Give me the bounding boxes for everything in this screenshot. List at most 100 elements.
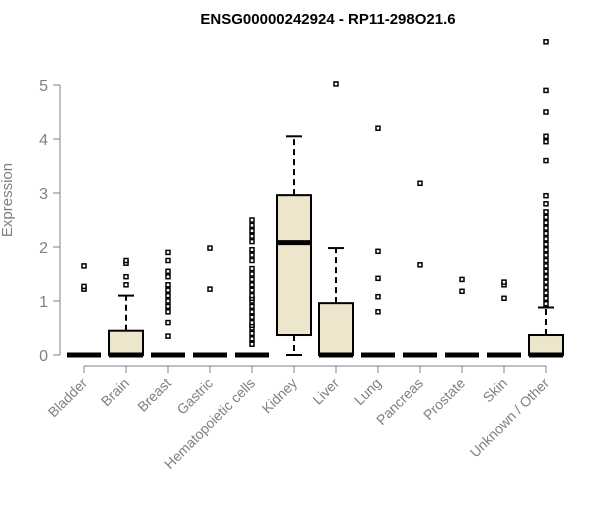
y-axis-label: Expression [0, 163, 16, 237]
outlier-point [249, 238, 255, 245]
outlier-point [543, 279, 549, 285]
x-tick-label: Pancreas [373, 375, 426, 428]
outlier-point [165, 249, 171, 256]
outlier-point [543, 273, 549, 280]
box-kidney [276, 135, 312, 356]
x-tick-label: Prostate [420, 375, 468, 423]
y-tick-label: 5 [39, 78, 48, 95]
outlier-point [249, 233, 255, 239]
y-axis: 0 1 2 3 4 5 [39, 78, 547, 373]
outlier-point [417, 180, 423, 187]
y-tick-label: 3 [39, 186, 48, 203]
outlier-point [543, 39, 549, 45]
outlier-point [249, 319, 255, 326]
x-tick-label: Bladder [45, 375, 91, 421]
outlier-point [417, 262, 423, 268]
outlier-point [543, 214, 549, 221]
outlier-point [543, 236, 549, 242]
box-pancreas [403, 180, 437, 358]
box-body [108, 329, 144, 357]
outlier-point [165, 268, 171, 275]
outlier-point [501, 295, 507, 302]
outlier-point [543, 219, 549, 226]
box-skin [487, 279, 521, 358]
outlier-point [543, 209, 549, 215]
outlier-point [543, 192, 549, 199]
outlier-point [543, 138, 549, 145]
outlier-point [249, 222, 255, 229]
outlier-point [249, 330, 255, 337]
box-unknown-other [528, 39, 564, 358]
box-prostate [445, 276, 479, 358]
box-hematopoietic-cells [235, 217, 269, 358]
y-tick-label: 2 [39, 240, 48, 257]
outlier-point [249, 271, 255, 277]
outlier-point [249, 287, 255, 293]
outlier-point [459, 288, 465, 295]
box-body [318, 302, 354, 357]
outlier-point [375, 293, 381, 300]
chart-title: ENSG00000242924 - RP11-298O21.6 [200, 11, 455, 28]
outlier-point [123, 282, 129, 288]
y-tick-label: 4 [39, 132, 48, 149]
x-tick-label: Kidney [259, 375, 301, 417]
outlier-point [543, 109, 549, 115]
outlier-point [165, 319, 171, 326]
outlier-point [249, 282, 255, 288]
box-body [528, 334, 564, 356]
outlier-point [543, 295, 549, 302]
box-lung [361, 125, 395, 358]
box-brain [108, 257, 144, 358]
outlier-point [165, 292, 171, 299]
outlier-point [543, 257, 549, 264]
outlier-point [81, 283, 87, 290]
outlier-point [543, 284, 549, 291]
y-tick-label: 1 [39, 294, 48, 311]
boxes-layer [67, 39, 564, 358]
x-tick-label: Liver [309, 375, 342, 408]
outlier-point [249, 292, 255, 299]
outlier-point [165, 257, 171, 264]
outlier-point [459, 276, 465, 283]
outlier-point [501, 279, 507, 285]
outlier-point [249, 341, 255, 347]
outlier-point [543, 157, 549, 164]
outlier-point [543, 263, 549, 269]
outlier-point [249, 314, 255, 320]
outlier-point [165, 333, 171, 339]
outlier-point [249, 246, 255, 253]
outlier-point [165, 309, 171, 315]
outlier-point [543, 246, 549, 253]
outlier-point [123, 257, 129, 264]
box-breast [151, 249, 185, 358]
outlier-point [543, 252, 549, 258]
outlier-point [165, 303, 171, 310]
outlier-point [249, 336, 255, 342]
x-tick-label: Unknown / Other [467, 375, 553, 461]
outlier-point [249, 276, 255, 283]
outlier-point [249, 257, 255, 264]
outlier-point [123, 273, 129, 280]
outlier-point [543, 268, 549, 275]
outlier-point [543, 87, 549, 94]
outlier-point [207, 286, 213, 292]
outlier-point [81, 263, 87, 269]
x-tick-label: Skin [480, 375, 511, 406]
box-liver [318, 81, 354, 358]
outlier-point [165, 273, 171, 280]
outlier-point [543, 300, 549, 307]
outlier-point [375, 275, 381, 282]
outlier-point [375, 125, 381, 131]
outlier-point [543, 225, 549, 231]
outlier-point [375, 248, 381, 255]
outlier-point [543, 230, 549, 237]
outlier-point [165, 298, 171, 304]
outlier-point [249, 217, 255, 223]
outlier-point [543, 133, 549, 140]
x-tick-label: Lung [351, 375, 384, 408]
outlier-point [543, 290, 549, 296]
outlier-point [207, 245, 213, 251]
